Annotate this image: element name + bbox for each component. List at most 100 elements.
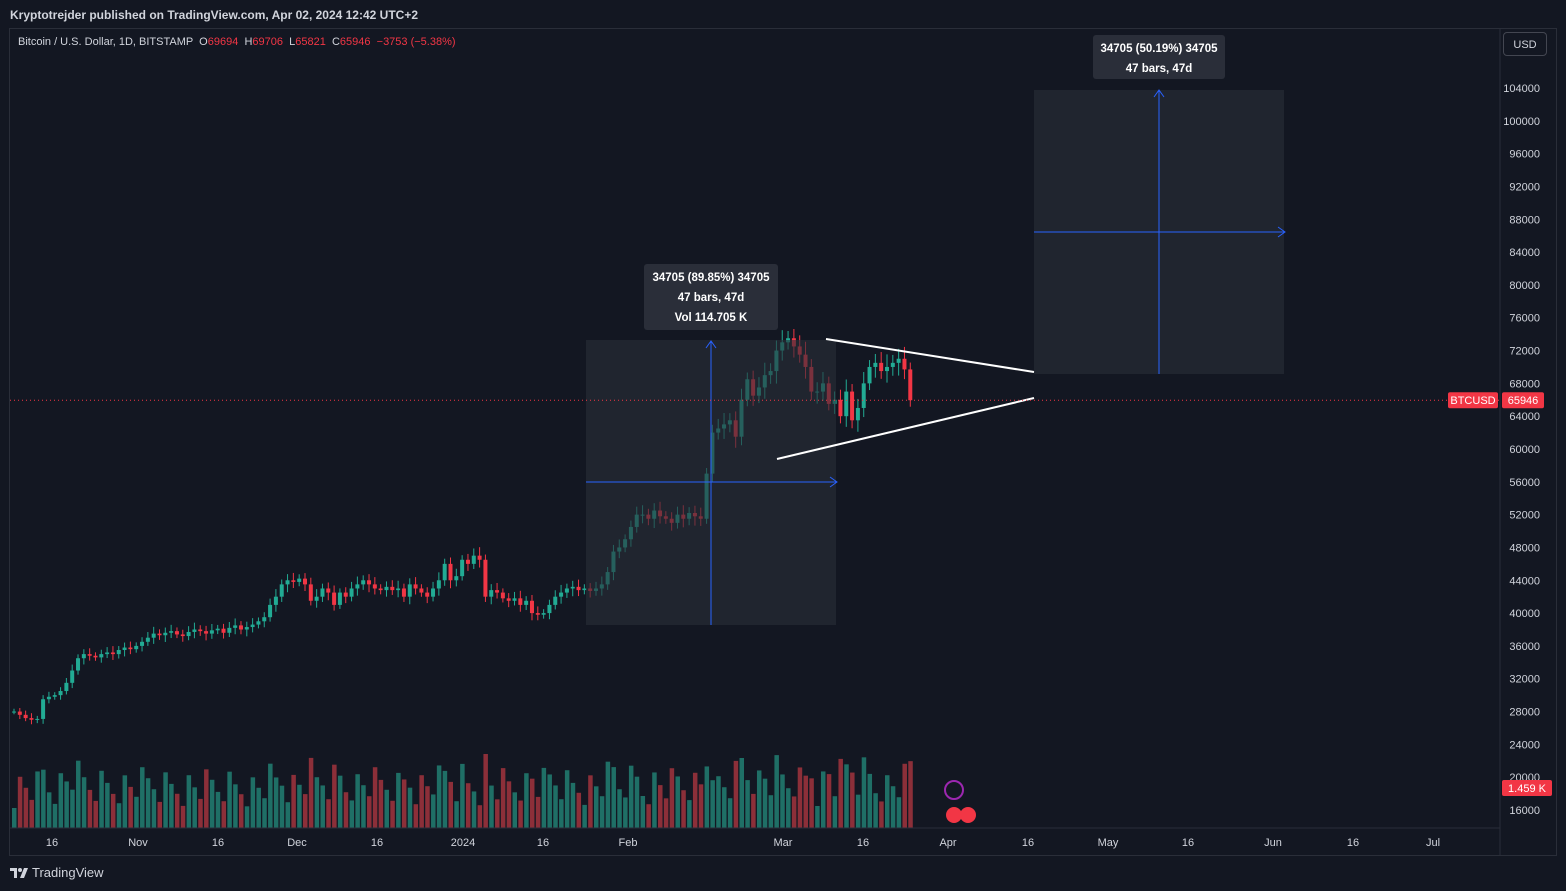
currency-selector[interactable]: USD xyxy=(1503,32,1547,56)
candle-body xyxy=(448,563,453,581)
volume-bar xyxy=(465,783,471,828)
lightning-event-icon[interactable] xyxy=(944,780,964,800)
volume-bar xyxy=(564,770,570,828)
volume-bar xyxy=(820,771,826,828)
chart-area[interactable] xyxy=(9,28,1557,856)
volume-bar xyxy=(361,785,366,828)
measure-tools[interactable] xyxy=(586,89,1286,625)
price-scale[interactable]: 104000 100000 96000 92000 88000 84000 80000 760… xyxy=(10,83,1552,817)
volume-bar xyxy=(332,764,337,828)
price-tick-label: 24000 xyxy=(1509,739,1540,751)
volume-bar xyxy=(174,793,180,828)
candle-body xyxy=(186,631,191,637)
volume-bar xyxy=(343,792,349,828)
volume-bar xyxy=(122,775,128,828)
volume-bar xyxy=(64,781,69,828)
volume-bar xyxy=(861,757,867,828)
price-tick-label: 36000 xyxy=(1509,641,1540,653)
candle-body xyxy=(390,586,395,591)
volume-bar xyxy=(390,800,395,828)
candle-body xyxy=(413,584,418,589)
time-scale[interactable]: 16 Nov 16 Dec 16 2024 16 Feb Mar 16 Apr 16 May 16 Jun 1… xyxy=(10,29,1501,855)
candle-body xyxy=(151,633,156,638)
price-tick-label: 32000 xyxy=(1509,674,1540,686)
candle-body xyxy=(855,407,860,421)
candle-body xyxy=(471,555,476,564)
candle-body xyxy=(291,580,296,582)
volume-bar xyxy=(844,764,849,828)
triangle-upper-trendline[interactable] xyxy=(825,338,1035,373)
volume-bar xyxy=(17,776,23,828)
volume-bar xyxy=(442,770,448,828)
volume-bar xyxy=(826,774,832,828)
volume-bar xyxy=(483,754,488,828)
price-tick-label: 28000 xyxy=(1509,707,1540,719)
volume-bar xyxy=(140,767,145,828)
volume-bar xyxy=(413,804,419,828)
volume-bar xyxy=(634,776,640,828)
volume-bar xyxy=(303,794,308,828)
volume-bar xyxy=(535,796,541,828)
candle-body xyxy=(431,588,436,597)
candle-body xyxy=(454,576,459,581)
price-tick-label: 52000 xyxy=(1509,510,1540,522)
volume-bar xyxy=(105,782,110,828)
candle-body xyxy=(332,592,337,605)
symbol-badge: BTCUSD xyxy=(1450,395,1495,407)
time-tick-label: 16 xyxy=(857,837,869,849)
time-tick-label: 16 xyxy=(371,837,383,849)
tradingview-brand[interactable]: TradingView xyxy=(10,865,104,880)
symbol-name[interactable]: Bitcoin / U.S. Dollar, 1D, BITSTAMP xyxy=(18,36,194,48)
candle-body xyxy=(198,629,203,632)
volume-bar xyxy=(850,772,855,828)
candle-body xyxy=(128,647,133,650)
volume-bar xyxy=(407,787,413,828)
volume-bar xyxy=(733,760,739,828)
volume-bar xyxy=(559,799,564,828)
volume-bar xyxy=(727,798,733,828)
candle-body xyxy=(303,578,307,585)
volume-bar xyxy=(628,765,634,828)
volume-bar xyxy=(896,797,902,828)
candle-body xyxy=(582,588,587,591)
price-tick-label: 80000 xyxy=(1509,280,1540,292)
triangle-lower-trendline[interactable] xyxy=(776,397,1035,460)
volume-bar xyxy=(297,784,302,828)
volume-bar xyxy=(879,801,884,828)
candle-body xyxy=(244,627,249,630)
candle-body xyxy=(320,588,325,597)
candle-body xyxy=(564,588,569,593)
volume-bar xyxy=(617,789,622,828)
candle-body xyxy=(110,652,115,655)
volume-bar xyxy=(238,794,244,828)
triangle-pattern[interactable] xyxy=(776,338,1035,823)
volume-bar xyxy=(401,779,407,828)
us-flag-event-icon[interactable] xyxy=(960,807,976,823)
us-flag-event-icon[interactable] xyxy=(946,807,962,823)
volume-bar xyxy=(192,787,197,828)
volume-bar xyxy=(431,794,436,828)
arrow-up-icon xyxy=(1153,89,1165,98)
volume-bar xyxy=(157,801,162,828)
volume-bar xyxy=(704,766,710,828)
candle-body xyxy=(500,592,505,599)
volume-bar xyxy=(570,782,576,828)
candle-body xyxy=(279,584,284,597)
candle-body xyxy=(547,604,552,614)
volume-bar xyxy=(52,803,58,828)
time-tick-label: May xyxy=(1098,837,1119,849)
candle-body xyxy=(76,658,81,671)
candle-body xyxy=(512,598,517,601)
volume-bar xyxy=(349,800,355,828)
volume-bar xyxy=(815,806,820,828)
volume-bar xyxy=(669,768,675,828)
candle-body xyxy=(221,628,226,633)
volume-bar xyxy=(262,798,267,828)
volume-bar xyxy=(233,784,238,828)
price-tick-label: 68000 xyxy=(1509,378,1540,390)
volume-bar xyxy=(128,786,133,828)
candle-body xyxy=(192,629,197,632)
volume-bar xyxy=(681,790,686,828)
price-tick-label: 44000 xyxy=(1509,575,1540,587)
